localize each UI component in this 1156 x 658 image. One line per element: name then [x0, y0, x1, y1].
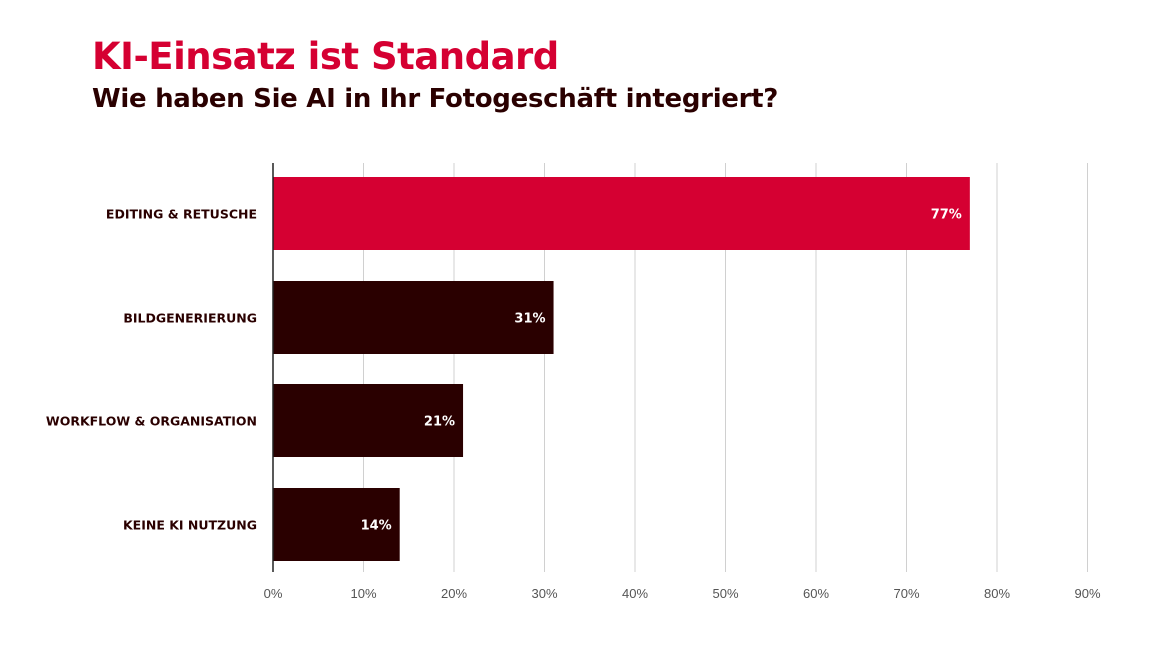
x-tick-label: 30%	[531, 586, 557, 601]
bar-bildgenerierung	[273, 281, 554, 354]
data-label: 77%	[931, 208, 962, 223]
category-label: WORKFLOW & ORGANISATION	[46, 414, 257, 429]
x-tick-label: 10%	[350, 586, 376, 601]
x-tick-label: 70%	[893, 586, 919, 601]
x-tick-label: 60%	[803, 586, 829, 601]
x-tick-label: 0%	[264, 586, 283, 601]
chart-subtitle: Wie haben Sie AI in Ihr Fotogeschäft int…	[92, 84, 779, 114]
bar-workflow-organisation	[273, 384, 464, 457]
data-label: 31%	[514, 312, 545, 327]
x-tick-label: 40%	[622, 586, 648, 601]
bar-keine-ki-nutzung	[273, 488, 400, 561]
category-label: BILDGENERIERUNG	[123, 311, 257, 326]
data-label: 14%	[361, 519, 392, 534]
x-tick-label: 80%	[984, 586, 1010, 601]
chart-title: KI-Einsatz ist Standard	[92, 35, 559, 78]
bar-editing-retusche	[273, 177, 970, 250]
category-label: EDITING & RETUSCHE	[106, 207, 257, 222]
x-tick-label: 90%	[1074, 586, 1100, 601]
data-label: 21%	[424, 415, 455, 430]
category-label: KEINE KI NUTZUNG	[123, 518, 257, 533]
x-tick-label: 20%	[441, 586, 467, 601]
x-tick-label: 50%	[712, 586, 738, 601]
